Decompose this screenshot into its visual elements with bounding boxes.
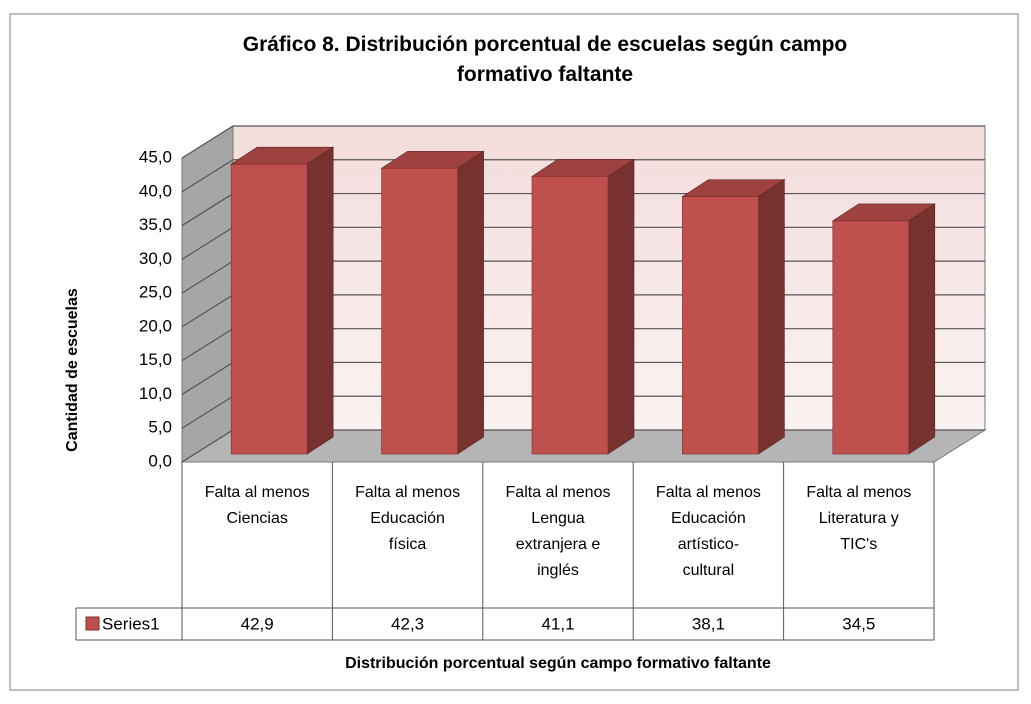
- bar: [230, 163, 308, 455]
- grid-line-side: [181, 125, 234, 159]
- bar: [381, 167, 458, 455]
- grid-line-side: [181, 395, 234, 429]
- grid-line-side: [181, 361, 234, 395]
- grid-line-side: [181, 193, 234, 227]
- x-tick-label: Falta al menos Educación física: [355, 484, 461, 553]
- grid-line-side: [181, 226, 234, 260]
- y-tick-label: 35,0: [139, 215, 172, 234]
- grid-line-side: [181, 328, 234, 362]
- y-axis-title: Cantidad de escuelas: [64, 288, 81, 452]
- grid-line-side: [181, 159, 234, 193]
- bar: [531, 176, 609, 455]
- bar: [832, 220, 910, 455]
- x-tick-label: Falta al menos Ciencias: [204, 484, 310, 527]
- grid-line-side: [181, 429, 234, 463]
- chart-title: Gráfico 8. Distribución porcentual de es…: [242, 33, 848, 86]
- x-tick-label: Falta al menos Educación artístico-cultu…: [655, 484, 761, 579]
- y-tick-label: 30,0: [139, 249, 172, 268]
- x-tick-label: Falta al menos Literatura y TIC's: [806, 484, 912, 553]
- grid-line-side: [181, 294, 234, 328]
- y-tick-label: 25,0: [139, 283, 172, 302]
- y-tick-label: 20,0: [139, 316, 172, 335]
- legend-key: [85, 616, 100, 631]
- y-tick-label: 40,0: [139, 181, 172, 200]
- table-value: 38,1: [692, 614, 725, 633]
- y-tick-label: 45,0: [139, 147, 172, 166]
- table-value: 41,1: [541, 614, 574, 633]
- x-tick-label: Falta al menos Lengua extranjera e inglé…: [505, 484, 611, 579]
- bar-side: [758, 179, 785, 455]
- bar: [682, 196, 759, 455]
- table-value: 42,9: [241, 614, 274, 633]
- y-tick-label: 5,0: [148, 418, 172, 437]
- legend-label: Series1: [102, 614, 160, 633]
- bar-side: [457, 150, 484, 455]
- grid-line-side: [181, 260, 234, 294]
- bar-side: [908, 203, 936, 455]
- y-tick-label: 0,0: [148, 451, 172, 470]
- y-tick-label: 10,0: [139, 384, 172, 403]
- x-axis-title: Distribución porcentual según campo form…: [345, 655, 771, 672]
- y-tick-label: 15,0: [139, 350, 172, 369]
- bar-side: [607, 158, 635, 455]
- bar-side: [306, 146, 334, 455]
- table-value: 42,3: [391, 614, 424, 633]
- table-value: 34,5: [842, 614, 875, 633]
